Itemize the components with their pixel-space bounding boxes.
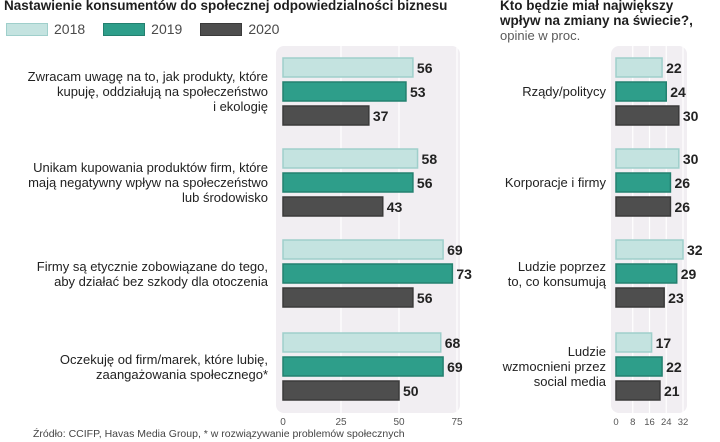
right-chart-subtitle: opinie w proc. [500,28,581,43]
chart-1-tick-label: 25 [335,417,347,428]
chart-2-bar-2018 [615,57,663,78]
chart-1-bar-2018 [282,332,442,353]
chart-1-bar-2020 [282,196,384,217]
chart-2-value-label: 22 [666,359,682,375]
category-label-line: zaangażowania społecznego* [95,366,268,382]
chart-2-tick-label: 0 [613,417,618,428]
chart-1-value-label: 68 [445,335,461,351]
legend: 2018 2019 2020 [6,21,279,37]
chart-2-value-label: 30 [683,108,699,124]
chart-1-tick-label: 50 [393,417,405,428]
category-label-line: Zwracam uwagę na to, jak produkty, które [27,69,268,84]
chart-1-value-label: 50 [403,383,419,399]
chart-1-category-label: Unikam kupowania produktów firm, które ma… [8,160,268,205]
chart-1-value-label: 43 [387,199,403,215]
chart-1-tick-label: 0 [280,417,286,428]
legend-swatch-2020 [200,22,243,36]
chart-2-value-label: 24 [670,84,686,100]
chart-2-category-label: Rządy/politycy [476,84,606,99]
chart-2-value-label: 21 [664,383,680,399]
chart-2-category-label: Korporacje i firmy [476,175,606,190]
category-label-line: social media [533,374,606,389]
chart-2-value-label: 26 [674,175,690,191]
chart-1-bar-2020 [282,287,414,308]
chart-2-category-label: Ludzie poprzez to, co konsumują [476,259,606,289]
chart-1-bar-2018 [282,239,444,260]
chart-1-bar-2020 [282,105,370,126]
chart-2-value-label: 26 [674,199,690,215]
category-label-line: aby działać bez szkody dla otoczenia [54,273,268,289]
chart-1-value-label: 56 [417,290,433,306]
chart-2-bar-2020 [615,196,672,217]
category-label-line: Firmy są etycznie zobowiązane do tego, [36,258,268,274]
chart-2-bar-2018 [615,148,680,169]
chart-2-tick-label: 32 [678,417,689,428]
chart-2-tick-label: 16 [644,417,655,428]
chart-1-value-label: 69 [447,359,463,375]
category-label-line: lub środowisko [182,190,268,205]
category-label-line: Korporacje i firmy [504,175,606,190]
chart-1-value-label: 58 [422,151,438,167]
chart-1-category-label: Zwracam uwagę na to, jak produkty, które… [8,69,268,114]
chart-1-tick-label: 75 [451,417,463,428]
chart-2-value-label: 17 [656,335,672,351]
legend-item-2020: 2020 [200,21,279,37]
chart-1-category-label: Oczekuję od firm/marek, które lubię, zaan… [8,352,268,382]
chart-2-bar-2019 [615,356,663,377]
chart-1-bar-2020 [282,380,400,401]
category-label-line: Ludzie poprzez [517,258,606,274]
chart-2-value-label: 22 [666,60,682,76]
chart-2-value-label: 30 [683,151,699,167]
chart-1-category-label: Firmy są etycznie zobowiązane do tego, ab… [8,259,268,289]
category-label-line: Rządy/politycy [522,84,606,99]
legend-label-2020: 2020 [248,21,280,37]
chart-1-value-label: 73 [456,266,472,282]
legend-item-2018: 2018 [6,21,85,37]
chart-1-bar-2019 [282,172,414,193]
chart-2-bar-2019 [615,81,667,102]
chart-1-value-label: 56 [417,60,433,76]
chart-1-value-label: 53 [410,84,426,100]
chart-1-bar-2018 [282,57,414,78]
chart-2-value-label: 29 [681,266,697,282]
category-label-line: wzmocnieni przez [502,359,606,374]
chart-2-bar-2019 [615,172,672,193]
legend-label-2018: 2018 [54,21,86,37]
source-note: Źródło: CCIFP, Havas Media Group, * w ro… [33,428,405,440]
chart-2-tick-label: 24 [661,417,672,428]
chart-2-bar-2018 [615,332,653,353]
chart-2-tick-label: 8 [630,417,635,428]
category-label-line: Unikam kupowania produktów firm, które [33,160,268,175]
category-label-line: mają negatywny wpływ na społeczeństwo [28,175,268,190]
chart-1-panel [276,46,460,413]
chart-2-value-label: 23 [668,290,684,306]
category-label-line: i ekologię [213,99,268,114]
chart-2-bar-2018 [615,239,684,260]
chart-1-value-label: 56 [417,175,433,191]
right-chart-title: Kto będzie miał największy wpływ na zmia… [500,0,693,28]
chart-1-bar-2019 [282,356,444,377]
category-label-line: Oczekuję od firm/marek, które lubię, [59,351,268,367]
legend-swatch-2019 [103,22,146,36]
chart-1-bar-2019 [282,81,407,102]
chart-2-bar-2020 [615,105,680,126]
chart-2-bar-2019 [615,263,678,284]
legend-swatch-2018 [6,22,48,36]
category-label-line: kupuję, oddziałują na społeczeństwo [56,84,268,99]
category-label-line: Ludzie [567,344,606,359]
chart-2-value-label: 32 [687,242,703,258]
chart-2-bar-2020 [615,287,665,308]
legend-label-2019: 2019 [151,21,183,37]
chart-2-category-label: Ludzie wzmocnieni przez social media [476,344,606,389]
left-chart-title: Nastawienie konsumentów do społecznej od… [4,0,448,13]
chart-1-bar-2019 [282,263,454,284]
chart-2-bar-2020 [615,380,661,401]
category-label-line: to, co konsumują [507,273,606,289]
chart-1-bar-2018 [282,148,419,169]
chart-1-value-label: 37 [373,108,389,124]
legend-item-2019: 2019 [103,21,182,37]
chart-1-value-label: 69 [447,242,463,258]
